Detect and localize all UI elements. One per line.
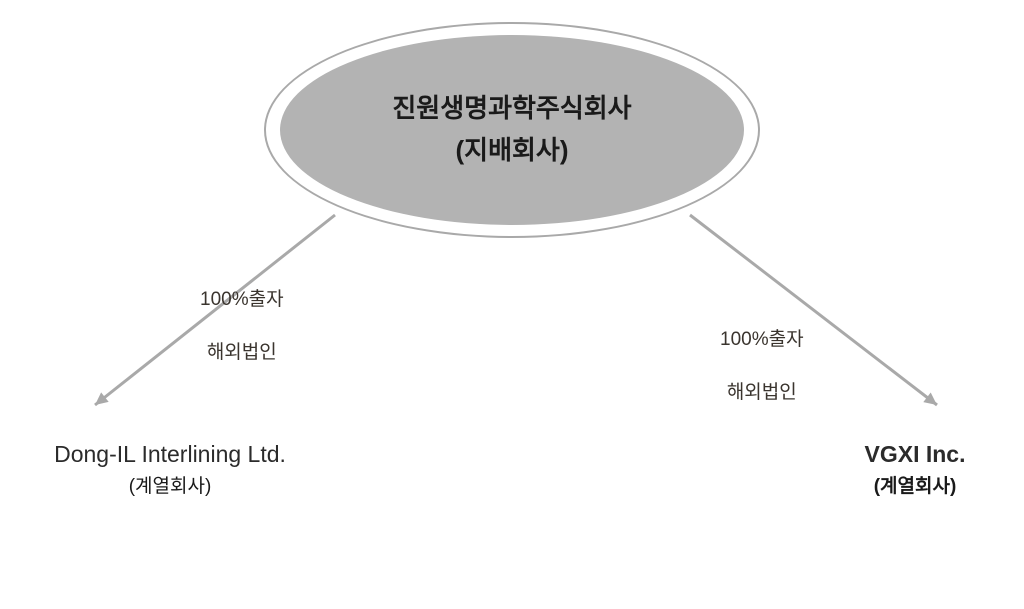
child-node-vgxi-name: VGXI Inc. bbox=[865, 441, 966, 467]
edge-label-left: 100%출자 해외법인 bbox=[200, 260, 284, 393]
child-node-dongil: Dong-IL Interlining Ltd. (계열회사) bbox=[0, 438, 340, 501]
parent-title-line2: (지배회사) bbox=[392, 130, 631, 172]
child-node-dongil-sub: (계열회사) bbox=[0, 474, 340, 501]
edge-label-right-line1: 100%출자 bbox=[720, 327, 804, 354]
parent-title-line1: 진원생명과학주식회사 bbox=[392, 88, 631, 130]
child-node-dongil-name: Dong-IL Interlining Ltd. bbox=[54, 441, 286, 467]
edge-label-right-line2: 해외법인 bbox=[720, 380, 804, 407]
edge-label-left-line2: 해외법인 bbox=[200, 340, 284, 367]
parent-ellipse-inner: 진원생명과학주식회사 (지배회사) bbox=[280, 35, 744, 225]
parent-title: 진원생명과학주식회사 (지배회사) bbox=[392, 88, 631, 171]
child-node-vgxi: VGXI Inc. (계열회사) bbox=[745, 438, 1024, 501]
child-node-vgxi-sub: (계열회사) bbox=[745, 474, 1024, 501]
edge-label-left-line1: 100%출자 bbox=[200, 287, 284, 314]
edge-label-right: 100%출자 해외법인 bbox=[720, 300, 804, 433]
org-chart-diagram: 진원생명과학주식회사 (지배회사) 100%출자 해외법인 100%출자 해외법… bbox=[0, 0, 1024, 609]
